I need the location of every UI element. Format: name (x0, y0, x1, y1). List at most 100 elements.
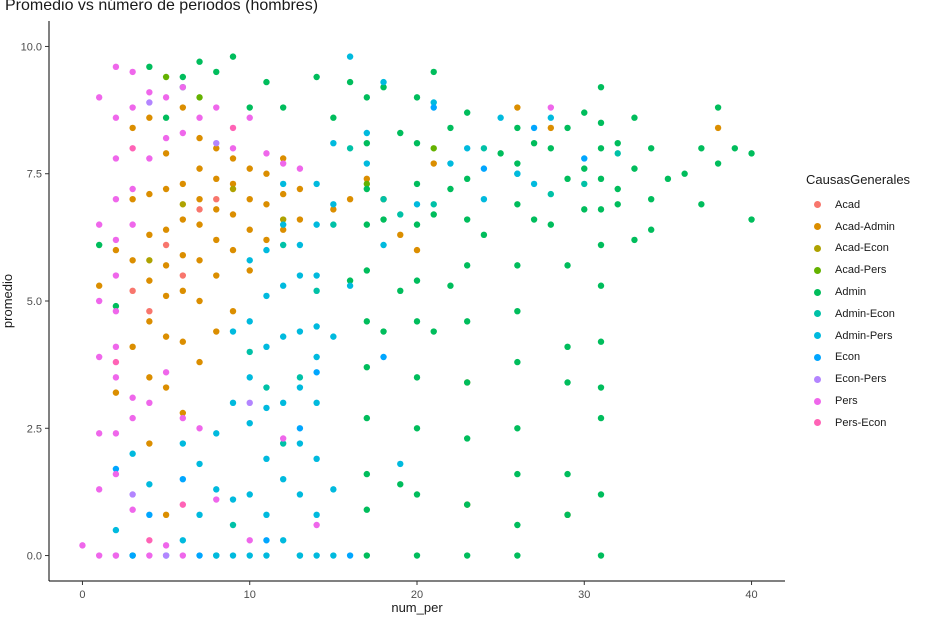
point-admin-econ (581, 180, 588, 188)
point-acad-admin (129, 124, 136, 132)
point-admin (564, 343, 571, 351)
point-pers (95, 297, 103, 305)
point-admin-econ (614, 150, 621, 157)
point-admin-pers (196, 511, 203, 519)
point-acad-admin (714, 124, 722, 132)
point-admin (530, 139, 538, 147)
point-acad-admin (296, 185, 304, 193)
point-acad-admin (146, 231, 153, 239)
point-acad-admin (397, 231, 404, 239)
legend-key-pers (814, 397, 821, 405)
point-admin-pers (213, 486, 220, 493)
point-econ (581, 155, 588, 162)
point-admin-pers (296, 440, 304, 447)
point-admin (631, 236, 638, 244)
point-acad-admin (246, 195, 253, 203)
point-admin (614, 139, 621, 147)
point-acad-econ (279, 216, 287, 223)
point-pers (112, 374, 120, 381)
point-admin (430, 68, 437, 76)
point-admin-pers (463, 145, 471, 152)
point-admin (597, 282, 605, 289)
point-acad-admin (129, 343, 136, 351)
point-admin (363, 221, 371, 228)
point-acad (213, 195, 220, 203)
point-admin-pers (246, 374, 253, 381)
chart-title: Promedio vs número de periodos (hombres) (5, 0, 319, 14)
point-admin (213, 68, 220, 76)
point-pers (129, 506, 136, 513)
point-admin (363, 506, 371, 513)
point-acad-admin (213, 145, 220, 152)
point-admin (380, 216, 387, 223)
point-acad-admin (196, 257, 203, 264)
point-admin (564, 124, 571, 132)
point-pers-econ (179, 501, 187, 508)
point-admin-pers (279, 333, 287, 340)
point-admin (614, 185, 621, 193)
point-admin-pers (146, 481, 153, 488)
point-acad (196, 206, 203, 213)
x-tick-label: 40 (745, 589, 757, 601)
point-admin-pers (213, 430, 220, 437)
point-admin-pers (313, 511, 320, 519)
point-admin (514, 470, 521, 478)
point-admin (597, 414, 605, 422)
point-acad (146, 307, 153, 315)
point-admin-pers (229, 552, 237, 559)
point-admin (447, 124, 454, 132)
point-admin-pers (263, 246, 270, 254)
point-pers (129, 104, 136, 111)
point-admin (664, 175, 672, 183)
point-acad-admin (179, 251, 187, 259)
point-admin (631, 165, 638, 172)
y-tick-label: 5.0 (27, 296, 42, 308)
point-acad-admin (129, 195, 136, 203)
point-admin (447, 282, 454, 289)
point-admin-pers (447, 160, 454, 167)
point-admin-pers (363, 129, 371, 137)
point-admin-pers (279, 399, 287, 407)
legend-label-pers: Pers (835, 395, 858, 408)
point-econ (112, 465, 120, 473)
point-pers (129, 68, 136, 76)
point-admin-pers (413, 201, 421, 208)
legend-key-acad (814, 201, 821, 209)
point-admin (196, 58, 203, 65)
point-acad-admin (413, 246, 421, 254)
point-admin (463, 109, 471, 116)
point-acad-admin (263, 236, 270, 244)
point-acad-admin (263, 170, 270, 177)
point-admin (380, 83, 387, 91)
point-acad-admin (263, 201, 270, 208)
point-admin (647, 195, 655, 203)
point-admin (413, 552, 421, 559)
point-econ (380, 353, 387, 361)
point-admin-pers (330, 333, 337, 340)
point-acad-admin (179, 409, 187, 417)
point-admin (581, 109, 588, 116)
point-admin (463, 435, 471, 442)
point-pers (229, 145, 237, 152)
y-ticks-layer: 0.0 2.5 5.0 7.5 10.0 (21, 41, 49, 563)
point-econ (480, 165, 488, 172)
point-pers (95, 221, 103, 228)
point-admin-econ (246, 348, 253, 356)
point-admin-pers (263, 552, 270, 559)
point-pers (279, 160, 287, 167)
point-admin-econ (279, 440, 287, 447)
point-admin (447, 185, 454, 193)
point-admin-pers (129, 450, 136, 457)
point-admin (413, 491, 421, 498)
point-acad-admin (162, 185, 170, 193)
point-pers (112, 470, 120, 478)
point-acad-admin (129, 257, 136, 264)
point-econ (296, 425, 304, 432)
point-econ (129, 552, 136, 559)
point-admin (514, 552, 521, 559)
point-acad-admin (213, 175, 220, 183)
point-acad-admin (146, 440, 153, 447)
point-admin (514, 160, 521, 167)
point-acad-admin (162, 333, 170, 340)
